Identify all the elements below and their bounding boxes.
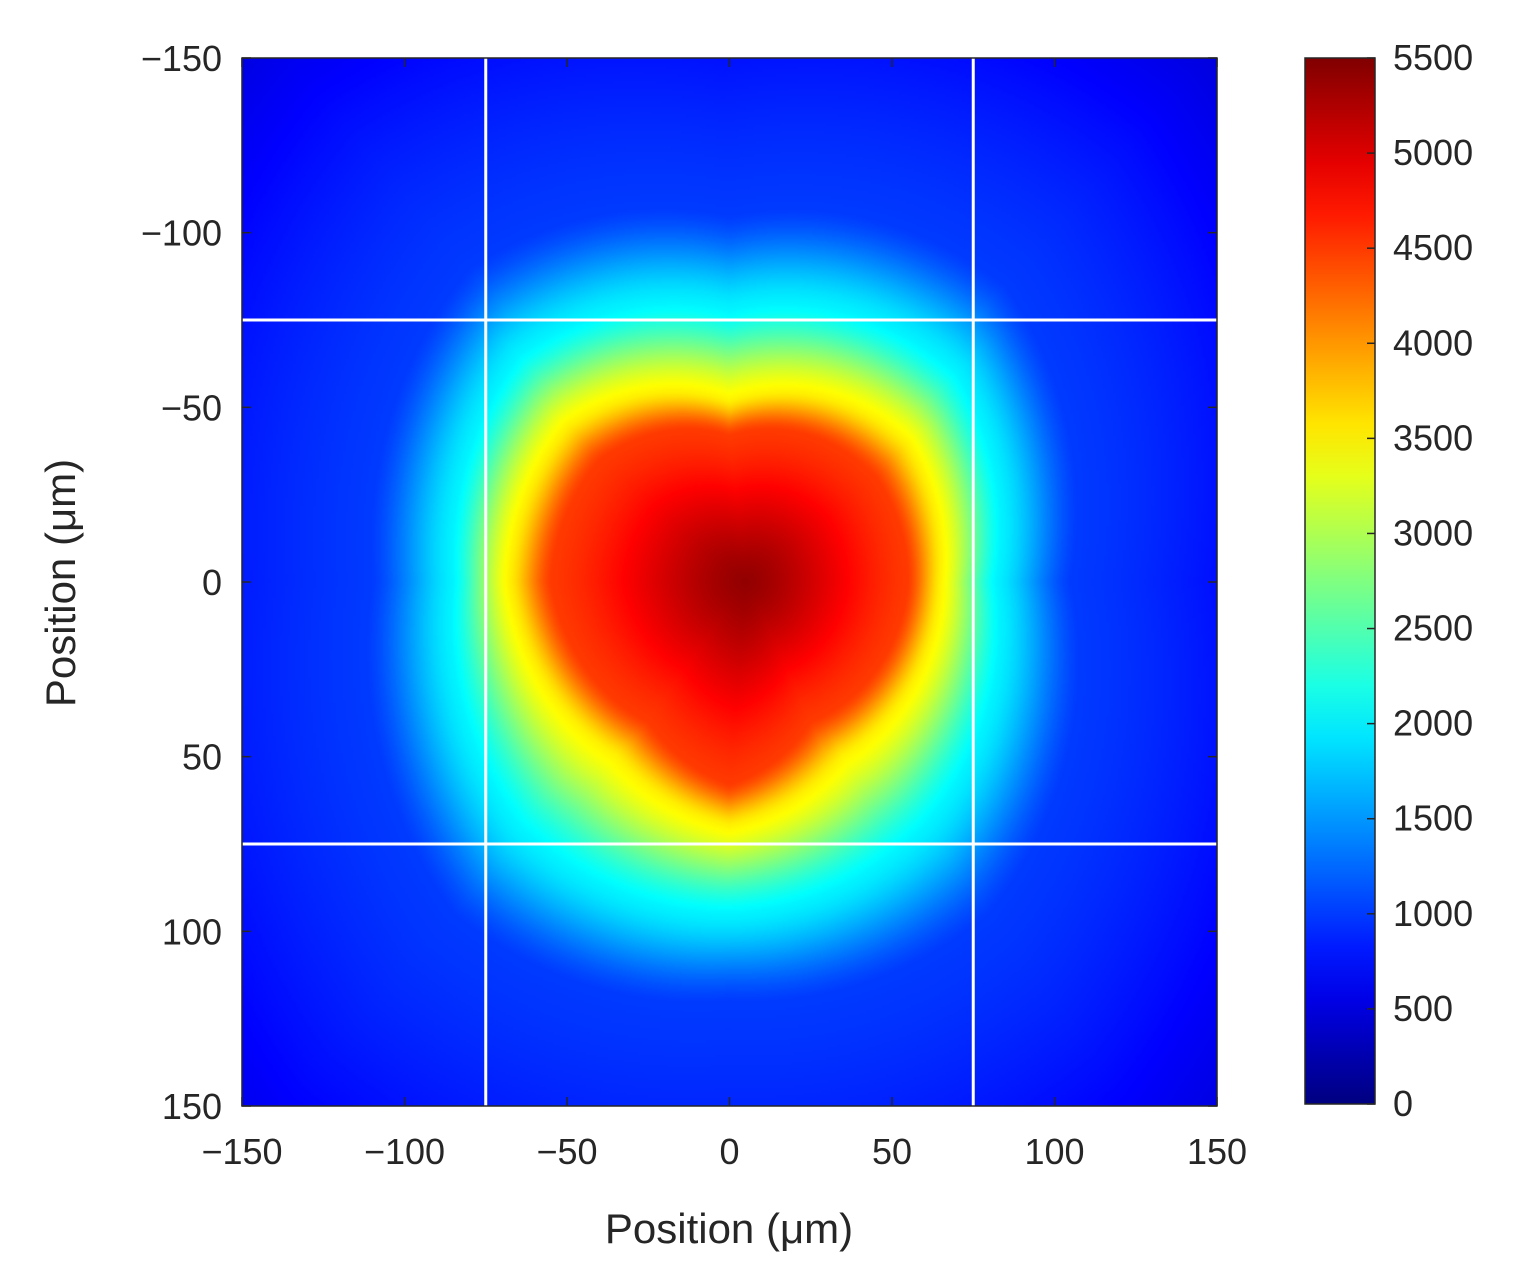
reference-lines bbox=[242, 58, 1217, 1106]
colorbar-tick-label: 1000 bbox=[1393, 893, 1473, 934]
colorbar-tick-label: 500 bbox=[1393, 988, 1453, 1029]
y-tick-label: −50 bbox=[161, 387, 222, 428]
y-tick-label: 50 bbox=[182, 737, 222, 778]
colorbar-tick-label: 4000 bbox=[1393, 322, 1473, 363]
heatmap-plot: −150 −100 −50 0 50 100 150 −150 −100 −50 0 50 100 15… bbox=[141, 38, 1247, 1172]
x-axis: −150 −100 −50 0 50 100 150 bbox=[201, 58, 1247, 1172]
x-tick-label: 0 bbox=[719, 1131, 739, 1172]
heatmap-image bbox=[242, 58, 1217, 1106]
colorbar-tick-label: 3000 bbox=[1393, 512, 1473, 553]
x-axis-label: Position (μm) bbox=[605, 1205, 853, 1252]
y-tick-label: −150 bbox=[141, 38, 222, 79]
colorbar-gradient bbox=[1304, 57, 1376, 1105]
x-tick-label: 100 bbox=[1024, 1131, 1084, 1172]
x-tick-label: −100 bbox=[364, 1131, 445, 1172]
colorbar-tick-label: 0 bbox=[1393, 1083, 1413, 1124]
colorbar-tick-label: 1500 bbox=[1393, 798, 1473, 839]
colorbar-tick-label: 2000 bbox=[1393, 703, 1473, 744]
x-tick-label: 150 bbox=[1187, 1131, 1247, 1172]
y-tick-label: 100 bbox=[162, 911, 222, 952]
colorbar-tick-label: 4500 bbox=[1393, 227, 1473, 268]
x-tick-label: 50 bbox=[872, 1131, 912, 1172]
colorbar-ticks: 0 500 1000 1500 2000 2500 3000 3500 4000 4500 5000… bbox=[1367, 37, 1473, 1124]
y-axis: −150 −100 −50 0 50 100 150 bbox=[141, 38, 1217, 1127]
y-tick-label: 150 bbox=[162, 1086, 222, 1127]
colorbar-tick-label: 5000 bbox=[1393, 132, 1473, 173]
colorbar-tick-label: 2500 bbox=[1393, 608, 1473, 649]
x-tick-label: −150 bbox=[201, 1131, 282, 1172]
y-tick-label: −100 bbox=[141, 213, 222, 254]
y-tick-label: 0 bbox=[202, 562, 222, 603]
colorbar-tick-label: 3500 bbox=[1393, 417, 1473, 458]
x-tick-label: −50 bbox=[536, 1131, 597, 1172]
y-axis-label: Position (μm) bbox=[37, 459, 84, 707]
colorbar-tick-label: 5500 bbox=[1393, 37, 1473, 78]
colorbar: 0 500 1000 1500 2000 2500 3000 3500 4000 4500 5000… bbox=[1304, 37, 1473, 1124]
